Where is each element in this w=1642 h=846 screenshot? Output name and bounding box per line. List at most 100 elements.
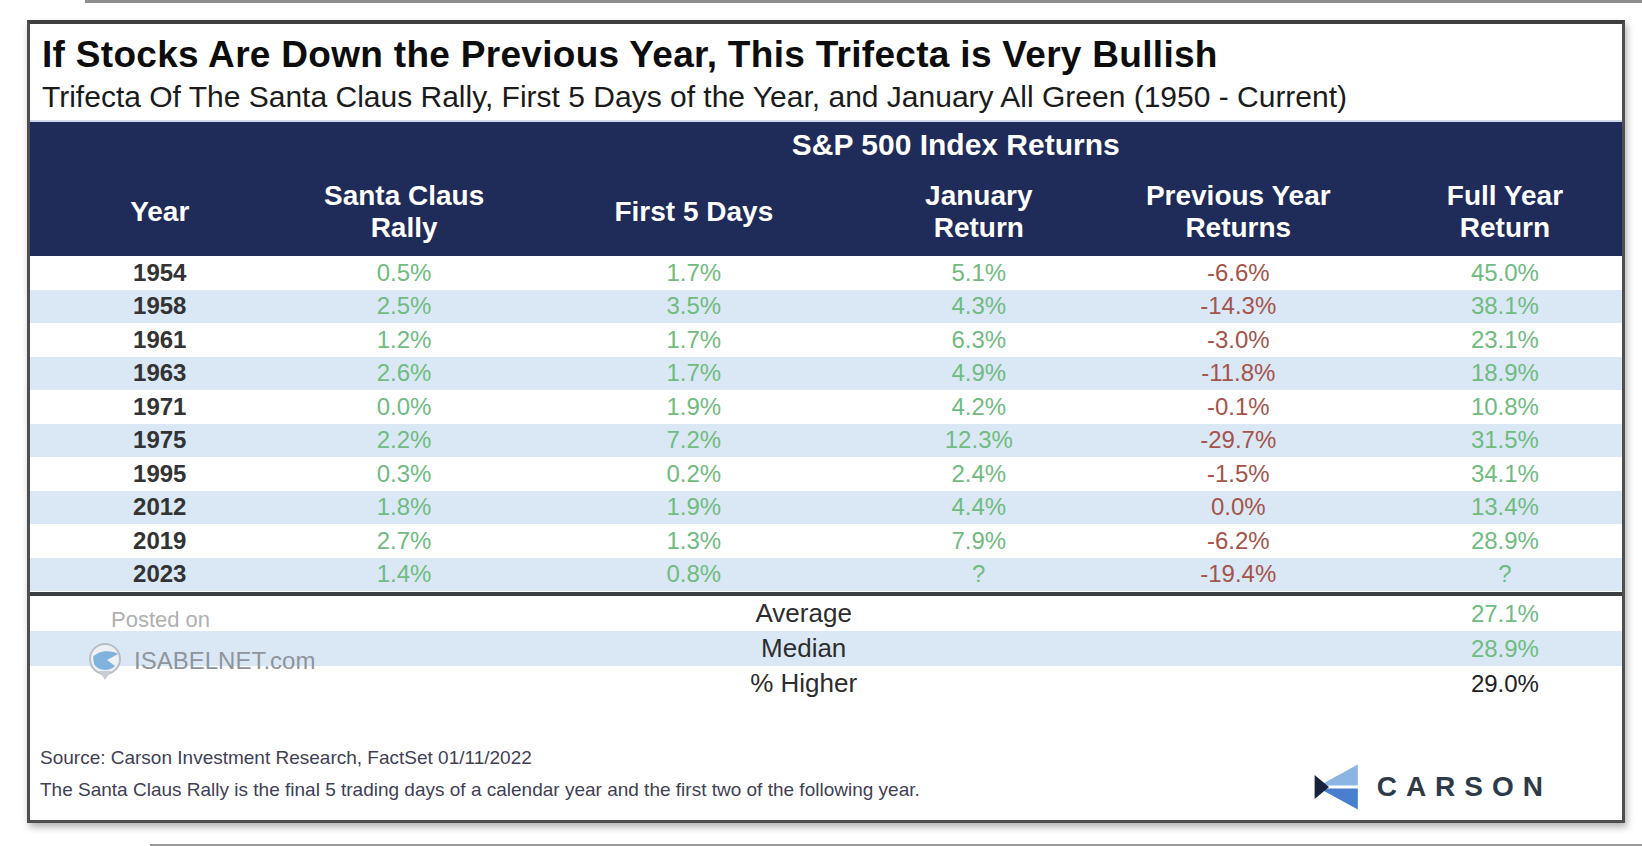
table-row-1971: 19710.0%1.9%4.2%-0.1%10.8% <box>30 390 1622 424</box>
value-cell: 38.1% <box>1388 292 1622 320</box>
value-cell: 1.4% <box>289 560 518 588</box>
value-cell: 0.8% <box>519 560 869 588</box>
value-cell: 3.5% <box>519 292 869 320</box>
column-header-santa-claus-rally: Santa Claus Rally <box>289 168 518 256</box>
value-cell: ? <box>1388 560 1622 588</box>
value-cell: 1.3% <box>519 527 869 555</box>
table-row-2023: 20231.4%0.8%?-19.4%? <box>30 558 1622 592</box>
table-row-1958: 19582.5%3.5%4.3%-14.3%38.1% <box>30 290 1622 324</box>
year-cell: 2012 <box>30 493 289 521</box>
table-row-1961: 19611.2%1.7%6.3%-3.0%23.1% <box>30 323 1622 357</box>
value-cell: -0.1% <box>1089 393 1388 421</box>
chart-title: If Stocks Are Down the Previous Year, Th… <box>42 32 1612 78</box>
value-cell: 7.2% <box>519 426 869 454</box>
column-header-full-year-return: Full Year Return <box>1388 168 1622 256</box>
column-header-first-5-days: First 5 Days <box>519 168 869 256</box>
value-cell: 10.8% <box>1388 393 1622 421</box>
column-header-year: Year <box>30 168 289 256</box>
year-cell: 2023 <box>30 560 289 588</box>
table-row-1975: 19752.2%7.2%12.3%-29.7%31.5% <box>30 424 1622 458</box>
value-cell: 45.0% <box>1388 259 1622 287</box>
value-cell: 4.9% <box>869 359 1089 387</box>
value-cell: 1.9% <box>519 493 869 521</box>
table-row-2012: 20121.8%1.9%4.4%0.0%13.4% <box>30 491 1622 525</box>
value-cell: 0.0% <box>289 393 518 421</box>
table-row-1954: 19540.5%1.7%5.1%-6.6%45.0% <box>30 256 1622 290</box>
value-cell: 1.7% <box>519 326 869 354</box>
chart-subtitle: Trifecta Of The Santa Claus Rally, First… <box>42 78 1612 116</box>
column-header-january-return: January Return <box>869 168 1089 256</box>
value-cell: 23.1% <box>1388 326 1622 354</box>
summary-label: Median <box>519 633 1089 664</box>
year-cell: 1958 <box>30 292 289 320</box>
value-cell: 0.5% <box>289 259 518 287</box>
group-header-row: S&P 500 Index Returns <box>30 122 1622 168</box>
source-text: Source: Carson Investment Research, Fact… <box>40 742 920 774</box>
title-block: If Stocks Are Down the Previous Year, Th… <box>30 24 1622 120</box>
chart-frame: If Stocks Are Down the Previous Year, Th… <box>27 20 1625 823</box>
year-cell: 2019 <box>30 527 289 555</box>
summary-value: 29.0% <box>1388 670 1622 698</box>
chart-image: If Stocks Are Down the Previous Year, Th… <box>0 0 1642 846</box>
value-cell: 0.0% <box>1089 493 1388 521</box>
value-cell: 12.3% <box>869 426 1089 454</box>
value-cell: 4.4% <box>869 493 1089 521</box>
year-cell: 1961 <box>30 326 289 354</box>
year-cell: 1954 <box>30 259 289 287</box>
watermark-site-row: ISABELNET.com <box>85 641 315 681</box>
screen-edge-line-top <box>85 0 1642 3</box>
summary-value: 27.1% <box>1388 600 1622 628</box>
summary-value: 28.9% <box>1388 635 1622 663</box>
table-row-2019: 20192.7%1.3%7.9%-6.2%28.9% <box>30 524 1622 558</box>
table-body: 19540.5%1.7%5.1%-6.6%45.0%19582.5%3.5%4.… <box>30 256 1622 591</box>
summary-label: % Higher <box>519 668 1089 699</box>
table-header: S&P 500 Index Returns YearSanta Claus Ra… <box>30 120 1622 256</box>
value-cell: 1.2% <box>289 326 518 354</box>
value-cell: 2.7% <box>289 527 518 555</box>
value-cell: 5.1% <box>869 259 1089 287</box>
table-row-1963: 19632.6%1.7%4.9%-11.8%18.9% <box>30 357 1622 391</box>
isabelnet-logo-icon <box>85 641 125 681</box>
value-cell: 2.5% <box>289 292 518 320</box>
watermark-posted-on: Posted on <box>111 607 315 633</box>
carson-wordmark: CARSON <box>1377 771 1552 803</box>
value-cell: 6.3% <box>869 326 1089 354</box>
value-cell: -19.4% <box>1089 560 1388 588</box>
table-row-1995: 19950.3%0.2%2.4%-1.5%34.1% <box>30 457 1622 491</box>
value-cell: ? <box>869 560 1089 588</box>
footer-text-block: Source: Carson Investment Research, Fact… <box>40 742 920 806</box>
value-cell: 1.8% <box>289 493 518 521</box>
value-cell: -6.2% <box>1089 527 1388 555</box>
value-cell: 2.6% <box>289 359 518 387</box>
summary-label: Average <box>519 598 1089 629</box>
watermark-site: ISABELNET.com <box>134 647 315 675</box>
value-cell: 13.4% <box>1388 493 1622 521</box>
value-cell: 2.2% <box>289 426 518 454</box>
year-cell: 1995 <box>30 460 289 488</box>
value-cell: -3.0% <box>1089 326 1388 354</box>
value-cell: -14.3% <box>1089 292 1388 320</box>
value-cell: 1.9% <box>519 393 869 421</box>
isabelnet-watermark: Posted on ISABELNET.com <box>85 607 315 681</box>
value-cell: 34.1% <box>1388 460 1622 488</box>
year-cell: 1975 <box>30 426 289 454</box>
value-cell: 4.2% <box>869 393 1089 421</box>
value-cell: 0.2% <box>519 460 869 488</box>
column-header-previous-year-returns: Previous Year Returns <box>1089 168 1388 256</box>
carson-logo: CARSON <box>1313 764 1552 810</box>
value-cell: 7.9% <box>869 527 1089 555</box>
value-cell: -1.5% <box>1089 460 1388 488</box>
value-cell: 2.4% <box>869 460 1089 488</box>
value-cell: 28.9% <box>1388 527 1622 555</box>
value-cell: -6.6% <box>1089 259 1388 287</box>
value-cell: 1.7% <box>519 359 869 387</box>
value-cell: 31.5% <box>1388 426 1622 454</box>
year-cell: 1971 <box>30 393 289 421</box>
value-cell: -29.7% <box>1089 426 1388 454</box>
value-cell: 4.3% <box>869 292 1089 320</box>
value-cell: -11.8% <box>1089 359 1388 387</box>
value-cell: 0.3% <box>289 460 518 488</box>
value-cell: 1.7% <box>519 259 869 287</box>
group-header-label: S&P 500 Index Returns <box>289 128 1622 162</box>
footnote-text: The Santa Claus Rally is the final 5 tra… <box>40 774 920 806</box>
